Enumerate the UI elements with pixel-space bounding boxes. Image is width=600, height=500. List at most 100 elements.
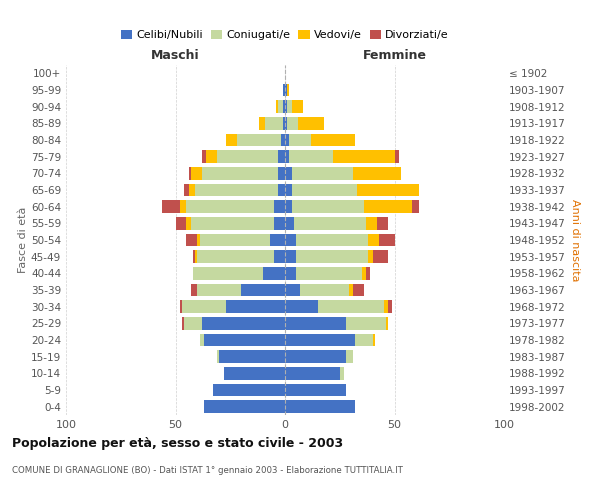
Bar (195, 250, 197, 263)
Bar (349, 284, 353, 296)
Bar (187, 234, 197, 246)
Bar (298, 117, 325, 130)
Bar (193, 250, 195, 263)
Bar (346, 350, 353, 363)
Bar (366, 267, 370, 280)
Bar (285, 250, 296, 263)
Bar (285, 84, 287, 96)
Bar (283, 84, 285, 96)
Bar (241, 284, 285, 296)
Bar (287, 100, 292, 113)
Bar (226, 300, 285, 313)
Bar (294, 217, 366, 230)
Bar (395, 150, 399, 163)
Bar (163, 200, 180, 213)
Bar (184, 184, 188, 196)
Bar (191, 284, 197, 296)
Bar (292, 184, 357, 196)
Bar (285, 400, 355, 413)
Bar (187, 217, 191, 230)
Bar (333, 150, 395, 163)
Bar (285, 100, 287, 113)
Bar (182, 300, 226, 313)
Bar (364, 200, 412, 213)
Bar (278, 184, 285, 196)
Bar (191, 167, 202, 179)
Bar (289, 150, 333, 163)
Bar (202, 317, 285, 330)
Bar (296, 234, 368, 246)
Bar (292, 167, 353, 179)
Bar (318, 300, 383, 313)
Bar (292, 100, 302, 113)
Bar (276, 100, 278, 113)
Bar (383, 300, 388, 313)
Bar (184, 317, 202, 330)
Bar (285, 134, 289, 146)
Bar (285, 234, 296, 246)
Bar (204, 400, 285, 413)
Bar (283, 100, 285, 113)
Bar (285, 167, 292, 179)
Bar (274, 217, 285, 230)
Bar (274, 200, 285, 213)
Bar (373, 250, 388, 263)
Bar (182, 317, 184, 330)
Text: Femmine: Femmine (362, 48, 427, 62)
Y-axis label: Anni di nascita: Anni di nascita (569, 198, 580, 281)
Bar (263, 267, 285, 280)
Bar (204, 334, 285, 346)
Bar (274, 250, 285, 263)
Bar (368, 234, 379, 246)
Text: COMUNE DI GRANAGLIONE (BO) - Dati ISTAT 1° gennaio 2003 - Elaborazione TUTTITALI: COMUNE DI GRANAGLIONE (BO) - Dati ISTAT … (12, 466, 403, 475)
Bar (285, 200, 292, 213)
Bar (301, 284, 349, 296)
Bar (285, 300, 318, 313)
Bar (296, 250, 368, 263)
Bar (289, 134, 311, 146)
Bar (355, 334, 373, 346)
Bar (285, 317, 346, 330)
Bar (285, 367, 340, 380)
Bar (188, 184, 195, 196)
Bar (259, 117, 265, 130)
Bar (206, 150, 217, 163)
Bar (311, 134, 355, 146)
Bar (285, 150, 289, 163)
Bar (224, 367, 285, 380)
Bar (200, 334, 204, 346)
Bar (379, 234, 395, 246)
Bar (368, 250, 373, 263)
Bar (353, 167, 401, 179)
Bar (237, 134, 281, 146)
Bar (388, 300, 392, 313)
Bar (191, 217, 274, 230)
Bar (386, 317, 388, 330)
Bar (340, 367, 344, 380)
Bar (285, 350, 346, 363)
Bar (220, 350, 285, 363)
Y-axis label: Fasce di età: Fasce di età (18, 207, 28, 273)
Bar (197, 284, 241, 296)
Bar (195, 184, 278, 196)
Bar (278, 100, 283, 113)
Bar (278, 150, 285, 163)
Bar (287, 117, 298, 130)
Bar (285, 184, 292, 196)
Bar (285, 384, 346, 396)
Bar (285, 334, 355, 346)
Bar (180, 200, 187, 213)
Bar (217, 350, 220, 363)
Bar (281, 134, 285, 146)
Bar (283, 117, 285, 130)
Bar (197, 250, 274, 263)
Bar (357, 184, 419, 196)
Bar (202, 167, 278, 179)
Bar (213, 384, 285, 396)
Bar (180, 300, 182, 313)
Bar (412, 200, 419, 213)
Legend: Celibi/Nubili, Coniugati/e, Vedovi/e, Divorziati/e: Celibi/Nubili, Coniugati/e, Vedovi/e, Di… (117, 25, 453, 44)
Bar (292, 200, 364, 213)
Text: Maschi: Maschi (151, 48, 200, 62)
Bar (193, 267, 263, 280)
